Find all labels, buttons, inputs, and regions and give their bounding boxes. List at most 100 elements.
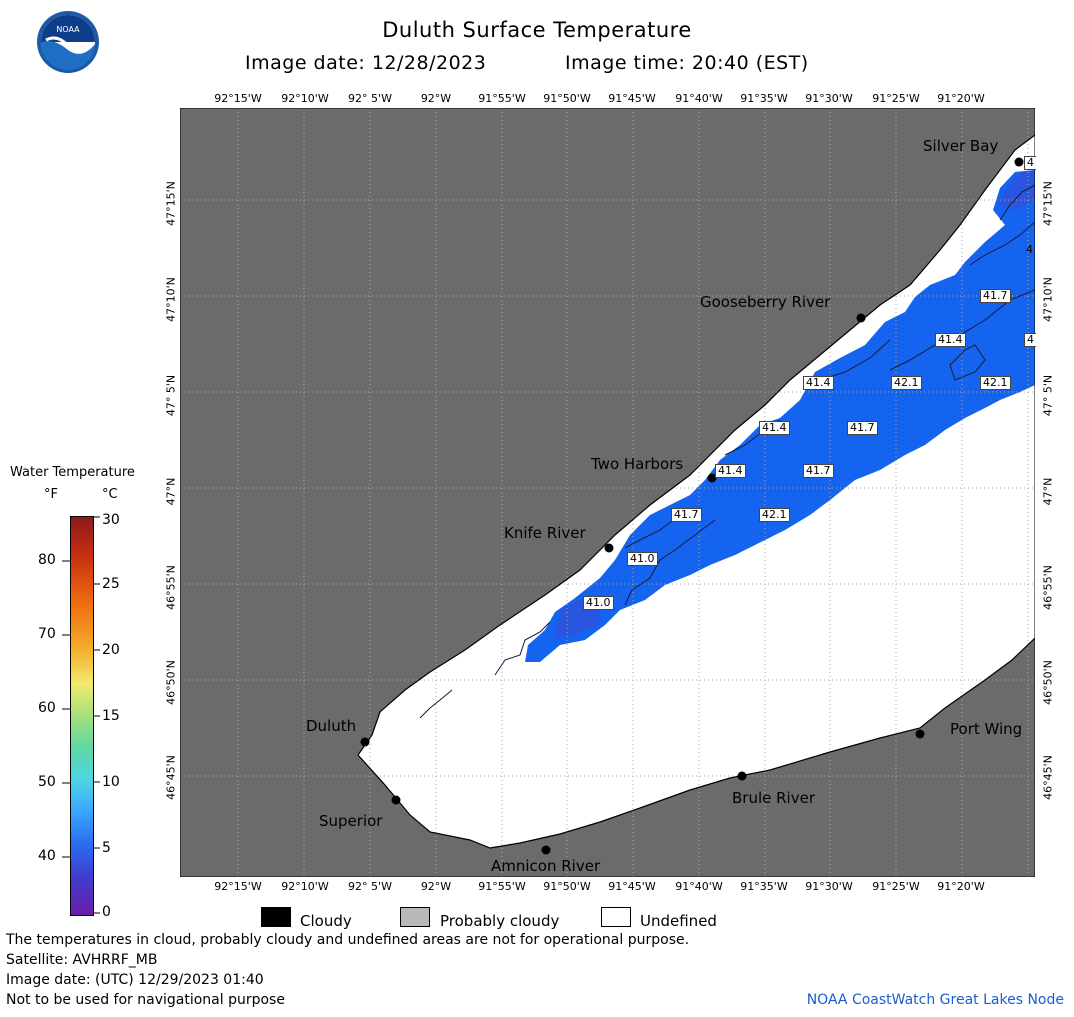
logo-text: NOAA: [56, 25, 80, 34]
colorbar-f-tick: 60: [38, 700, 56, 716]
temp-label: 41.0: [583, 596, 614, 610]
legend-swatch-undefined: [601, 907, 631, 927]
lon-label-bottom: 92°10'W: [281, 880, 329, 893]
place-label-two-harbors: Two Harbors: [591, 455, 684, 473]
image-time: Image time: 20:40 (EST): [565, 52, 809, 74]
temp-label: 41.4: [935, 333, 966, 347]
colorbar-c-tick: 0: [102, 904, 111, 920]
footer-utc-date: Image date: (UTC) 12/29/2023 01:40: [6, 972, 264, 988]
lon-label-top: 91°30'W: [805, 92, 853, 105]
temp-label: 41.4: [803, 376, 834, 390]
place-label-amnicon-river: Amnicon River: [491, 857, 601, 875]
place-label-silver-bay: Silver Bay: [923, 137, 999, 155]
lon-label-bottom: 91°45'W: [608, 880, 656, 893]
lon-label-bottom: 92°W: [420, 880, 452, 893]
place-label-superior: Superior: [319, 812, 383, 830]
lat-label-right: 47°15'N: [1041, 181, 1055, 226]
lon-label-top: 91°40'W: [675, 92, 723, 105]
marker-duluth: [360, 737, 370, 747]
lon-label-top: 92°15'W: [214, 92, 262, 105]
footer-satellite: Satellite: AVHRRF_MB: [6, 952, 158, 968]
marker-brule-river: [737, 771, 747, 781]
place-label-duluth: Duluth: [306, 717, 357, 735]
lat-label-right: 47°10'N: [1041, 277, 1055, 322]
legend-label-cloudy: Cloudy: [300, 912, 352, 930]
lon-label-top: 91°25'W: [872, 92, 920, 105]
map-area: [180, 108, 1035, 877]
image-date: Image date: 12/28/2023: [245, 52, 487, 74]
legend-swatch-probably-cloudy: [400, 907, 430, 927]
lon-label-top: 91°20'W: [937, 92, 985, 105]
lat-label-left: 47° 5'N: [164, 374, 178, 417]
temp-label: 4: [1024, 333, 1036, 347]
temp-label: 41.7: [803, 464, 834, 478]
water-temperature-zone: [525, 170, 1035, 662]
lon-label-bottom: 92° 5'W: [348, 880, 392, 893]
marker-silver-bay: [1014, 157, 1024, 167]
temp-label: 41.4: [759, 421, 790, 435]
lat-label-left: 47°15'N: [164, 181, 178, 226]
map-grid: [180, 108, 1035, 877]
temp-label: 42.1: [891, 376, 922, 390]
city-markers: [360, 157, 1024, 855]
lat-label-right: 47°N: [1041, 477, 1055, 506]
lon-label-bottom: 92°15'W: [214, 880, 262, 893]
lon-label-bottom: 91°55'W: [478, 880, 526, 893]
lon-label-bottom: 91°40'W: [675, 880, 723, 893]
colorbar-f-tick: 80: [38, 552, 56, 568]
footer-nav-warning: Not to be used for navigational purpose: [6, 992, 285, 1008]
marker-superior: [391, 795, 401, 805]
legend-swatch-cloudy: [261, 907, 291, 927]
marker-gooseberry-river: [856, 313, 866, 323]
lat-label-right: 47° 5'N: [1041, 374, 1055, 417]
temp-label: 41.7: [980, 289, 1011, 303]
colorbar-unit-f: °F: [44, 487, 58, 502]
lon-label-top: 91°45'W: [608, 92, 656, 105]
colorbar-f-tick: 50: [38, 774, 56, 790]
colorbar-unit-c: °C: [102, 487, 118, 502]
lat-label-left: 47°10'N: [164, 277, 178, 322]
lon-label-bottom: 91°20'W: [937, 880, 985, 893]
colorbar-c-tick: 15: [102, 708, 120, 724]
legend-label-undefined: Undefined: [640, 912, 717, 930]
place-label-port-wing: Port Wing: [950, 720, 1023, 738]
temp-label: 41.0: [627, 552, 658, 566]
temp-label: 4: [1024, 156, 1036, 170]
marker-two-harbors: [707, 473, 717, 483]
marker-amnicon-river: [541, 845, 551, 855]
water-temperature-band: [555, 600, 600, 640]
lat-label-left: 46°50'N: [164, 660, 178, 705]
lon-label-top: 91°50'W: [543, 92, 591, 105]
temp-label: 4: [1026, 243, 1033, 256]
colorbar-f-tick: 70: [38, 626, 56, 642]
footer-credit: NOAA CoastWatch Great Lakes Node: [806, 992, 1064, 1008]
temp-label: 42.1: [980, 376, 1011, 390]
colorbar-c-tick: 20: [102, 642, 120, 658]
lon-label-top: 91°35'W: [740, 92, 788, 105]
lon-label-bottom: 91°25'W: [872, 880, 920, 893]
lon-label-bottom: 91°30'W: [805, 880, 853, 893]
colorbar-c-tick: 5: [102, 840, 111, 856]
marker-port-wing: [915, 729, 925, 739]
noaa-logo: NOAA: [37, 11, 99, 73]
lat-label-left: 46°45'N: [164, 755, 178, 800]
lat-label-left: 47°N: [164, 477, 178, 506]
lon-label-top: 92°W: [420, 92, 452, 105]
lon-label-top: 92° 5'W: [348, 92, 392, 105]
south-shore-coastline: [357, 637, 1035, 849]
lon-label-bottom: 91°50'W: [543, 880, 591, 893]
place-label-gooseberry-river: Gooseberry River: [700, 293, 831, 311]
lat-label-right: 46°50'N: [1041, 660, 1055, 705]
lon-label-bottom: 91°35'W: [740, 880, 788, 893]
lat-label-right: 46°45'N: [1041, 755, 1055, 800]
north-shore-coastline: [357, 134, 1035, 756]
place-label-knife-river: Knife River: [504, 524, 586, 542]
map-title: Duluth Surface Temperature: [382, 18, 692, 42]
colorbar-ticks: [62, 516, 100, 914]
temp-label: 41.7: [671, 508, 702, 522]
lon-label-top: 91°55'W: [478, 92, 526, 105]
footer-disclaimer: The temperatures in cloud, probably clou…: [6, 932, 690, 948]
colorbar-title: Water Temperature: [10, 465, 135, 480]
temp-label: 41.4: [715, 464, 746, 478]
marker-knife-river: [604, 543, 614, 553]
